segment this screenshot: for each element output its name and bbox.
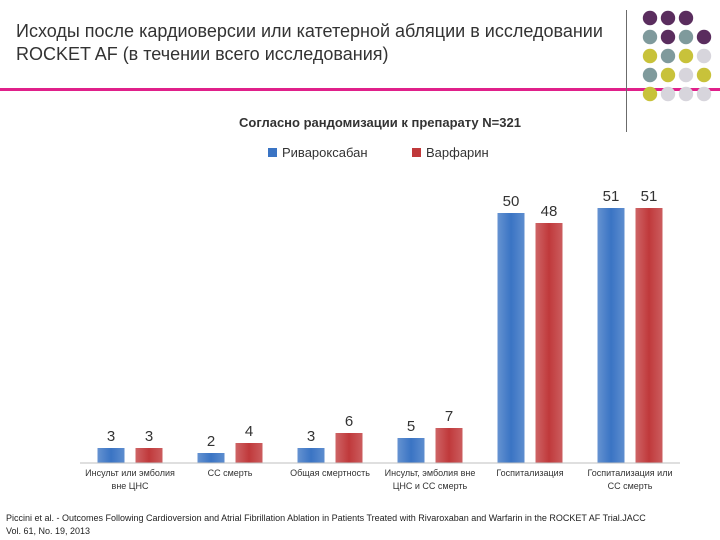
legend-swatch xyxy=(268,148,277,157)
bar-value-label: 51 xyxy=(603,188,620,205)
x-tick-label: вне ЦНС xyxy=(112,481,149,491)
x-tick-label: СС смерть xyxy=(208,468,253,478)
x-tick-label: Инсульт или эмболия xyxy=(85,468,175,478)
decorative-dot xyxy=(642,86,658,102)
decorative-dot xyxy=(696,86,712,102)
decorative-dot xyxy=(696,48,712,64)
bar-value-label: 6 xyxy=(345,413,353,430)
bar-chart: Согласно рандомизации к препарату N=321 Р… xyxy=(80,115,680,491)
decorative-dot xyxy=(678,48,694,64)
x-tick-label: Инсульт, эмболия вне xyxy=(385,468,476,478)
decorative-dot xyxy=(642,29,658,45)
decorative-dot xyxy=(660,10,676,26)
bar-value-label: 3 xyxy=(107,428,115,445)
slide-title-line-2: ROCKET AF (в течении всего исследования) xyxy=(16,44,389,64)
decorative-dot xyxy=(642,67,658,83)
bar-rivaroxaban xyxy=(397,438,425,463)
bar-value-label: 3 xyxy=(307,428,315,445)
decorative-dot xyxy=(678,29,694,45)
decorative-dot xyxy=(642,10,658,26)
bar-value-label: 4 xyxy=(245,423,253,440)
bar-rivaroxaban xyxy=(297,448,325,463)
source-footnote: Piccini et al. - Outcomes Following Card… xyxy=(6,512,718,538)
bar-value-label: 2 xyxy=(207,433,215,450)
x-tick-label: Госпитализация или xyxy=(588,468,673,478)
decorative-dot xyxy=(678,10,694,26)
bar-rivaroxaban xyxy=(197,453,225,463)
bar-warfarin xyxy=(535,223,563,463)
legend-label: Ривароксабан xyxy=(282,145,368,160)
bar-value-label: 7 xyxy=(445,408,453,425)
slide-title-line-1: Исходы после кардиоверсии или катетерной… xyxy=(16,21,603,41)
decorative-dot xyxy=(696,29,712,45)
chart-title: Согласно рандомизации к препарату N=321 xyxy=(239,115,521,130)
bar-rivaroxaban xyxy=(597,208,625,463)
source-footnote-line-1: Piccini et al. - Outcomes Following Card… xyxy=(6,513,646,523)
x-tick-label: Госпитализация xyxy=(496,468,563,478)
bar-rivaroxaban xyxy=(497,213,525,463)
x-tick-label: ЦНС и СС смерть xyxy=(393,481,468,491)
bar-warfarin xyxy=(135,448,163,463)
bar-value-label: 50 xyxy=(503,193,520,210)
bar-warfarin xyxy=(235,443,263,463)
decorative-dot xyxy=(678,86,694,102)
legend-label: Варфарин xyxy=(426,145,489,160)
x-tick-label: СС смерть xyxy=(608,481,653,491)
title-vertical-divider xyxy=(626,10,627,132)
decorative-dot xyxy=(660,86,676,102)
title-underline xyxy=(0,88,720,91)
bar-rivaroxaban xyxy=(97,448,125,463)
bar-value-label: 5 xyxy=(407,418,415,435)
source-footnote-line-2: Vol. 61, No. 19, 2013 xyxy=(6,526,91,536)
bar-warfarin xyxy=(435,428,463,463)
bar-value-label: 3 xyxy=(145,428,153,445)
bar-value-label: 48 xyxy=(541,203,558,220)
x-tick-label: Общая смертность xyxy=(290,468,370,478)
decorative-dot xyxy=(678,67,694,83)
decorative-dot xyxy=(642,48,658,64)
bar-warfarin xyxy=(335,433,363,463)
decorative-dot xyxy=(696,67,712,83)
bar-warfarin xyxy=(635,208,663,463)
decorative-dot xyxy=(660,48,676,64)
decorative-dot xyxy=(660,29,676,45)
decorative-dot xyxy=(660,67,676,83)
decorative-dot-grid xyxy=(642,10,712,102)
slide-title: Исходы после кардиоверсии или катетерной… xyxy=(16,20,676,66)
bar-value-label: 51 xyxy=(641,188,658,205)
legend-swatch xyxy=(412,148,421,157)
